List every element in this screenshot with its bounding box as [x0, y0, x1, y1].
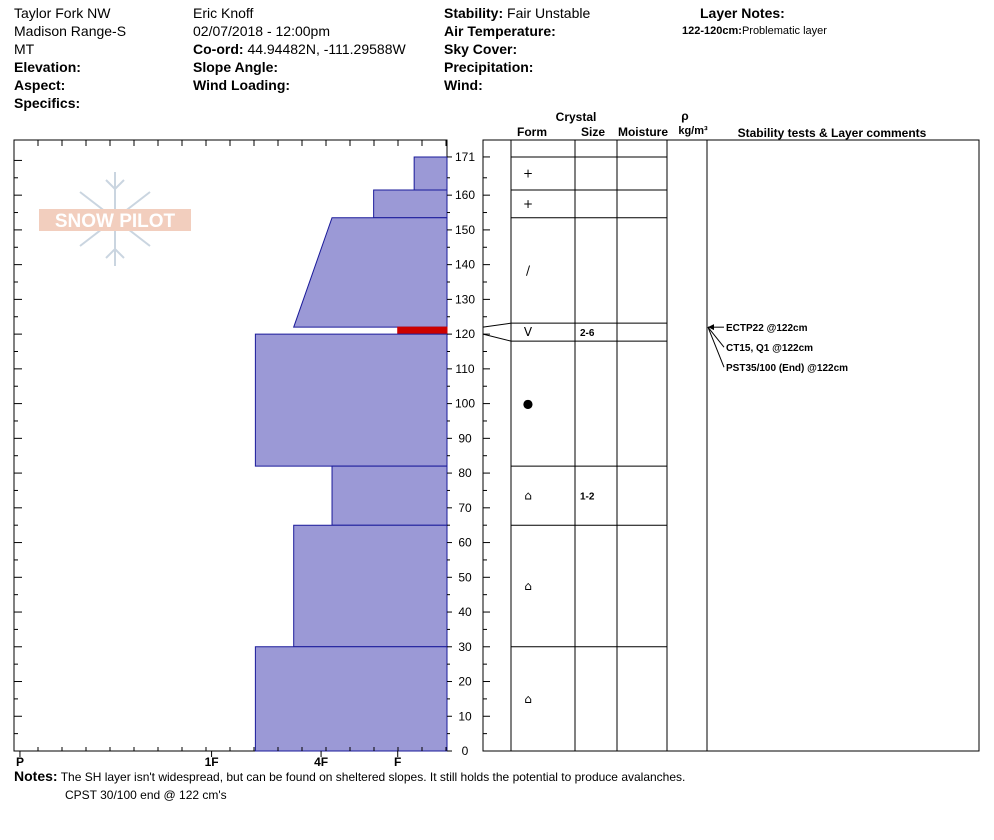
table-row-connector [482, 333, 512, 342]
stability-label: Stability: [444, 5, 504, 21]
form-header: Form [517, 125, 547, 139]
hardness-layer [373, 189, 448, 219]
elevation-label: Elevation: [14, 59, 81, 75]
stability-test-label: ECTP22 @122cm [726, 323, 808, 334]
moisture-header: Moisture [618, 125, 668, 139]
hardness-tick-label: F [394, 755, 401, 769]
range: Madison Range-S [14, 23, 127, 39]
stability-test-label: PST35/100 (End) @122cm [726, 363, 848, 374]
depth-tick-label: 100 [455, 397, 475, 411]
stability-test-arrow [708, 324, 714, 331]
depth-tick-label: 150 [455, 223, 475, 237]
specifics-label: Specifics: [14, 95, 81, 111]
table-row-connector [482, 322, 512, 328]
layer-notes-label: Layer Notes: [700, 5, 785, 21]
coord-value: 44.94482N, -111.29588W [247, 41, 406, 57]
hardness-tick-label: P [16, 755, 24, 769]
depth-tick-label: 50 [458, 570, 472, 584]
hardness-layer [397, 326, 448, 335]
notes-line-1: The SH layer isn't widespread, but can b… [60, 770, 686, 784]
grain-form-icon: ⌂ [524, 692, 532, 706]
wind-label: Wind: [444, 77, 483, 93]
grain-form-icon: ● [523, 397, 533, 411]
slope-label: Slope Angle: [193, 59, 279, 75]
stability-test-leader [707, 326, 725, 348]
depth-tick-label: 10 [458, 709, 472, 723]
crystal-header: Crystal [556, 110, 597, 124]
observer: Eric Knoff [193, 5, 254, 21]
aspect-label: Aspect: [14, 77, 66, 93]
hardness-layer [254, 333, 448, 467]
hardness-layer [254, 646, 448, 752]
hardness-layer [293, 524, 448, 648]
grain-form-icon: + [523, 197, 533, 211]
depth-tick-label: 130 [455, 292, 475, 306]
depth-tick-label: 60 [458, 536, 472, 550]
crystal-size: 2-6 [580, 328, 595, 339]
stability-test-leader [707, 326, 725, 368]
depth-tick-label: 120 [455, 327, 475, 341]
depth-tick-label: 30 [458, 640, 472, 654]
air-temp-label: Air Temperature: [444, 23, 556, 39]
depth-tick-label: 0 [462, 744, 469, 758]
depth-tick-label: 20 [458, 675, 472, 689]
grain-form-icon: / [526, 263, 531, 277]
depth-tick-label: 40 [458, 605, 472, 619]
depth-tick-label: 80 [458, 466, 472, 480]
header-layer-notes-title: Layer Notes: [700, 4, 785, 22]
stability-value: Fair Unstable [507, 5, 591, 21]
notes-label: Notes: [14, 768, 58, 784]
state: MT [14, 41, 35, 57]
wind-loading-label: Wind Loading: [193, 77, 291, 93]
depth-tick-label: 171 [455, 150, 475, 164]
depth-tick-label: 110 [455, 362, 474, 376]
depth-tick-label: 70 [458, 501, 472, 515]
layer-note-text: Problematic layer [741, 25, 827, 37]
hardness-tick-label: 1F [205, 755, 219, 769]
header-col-2: Eric Knoff 02/07/2018 - 12:00pm Co-ord: … [193, 4, 406, 94]
crystal-size: 1-2 [580, 492, 595, 503]
density-unit-header: kg/m³ [678, 125, 708, 137]
notes-line-2: CPST 30/100 end @ 122 cm's [65, 788, 227, 802]
depth-tick-label: 160 [455, 188, 475, 202]
stability-test-label: CT15, Q1 @122cm [726, 343, 813, 354]
logo-text: SNOW PILOT [55, 211, 176, 232]
grain-form-icon: + [523, 166, 533, 180]
hardness-layer [413, 156, 448, 191]
stability-header: Stability tests & Layer comments [738, 126, 927, 140]
grain-form-icon: ⌂ [524, 489, 532, 503]
header-col-3: Stability: Fair Unstable Air Temperature… [444, 4, 590, 94]
hardness-layer [292, 217, 448, 328]
precip-label: Precipitation: [444, 59, 534, 75]
grain-form-icon: ⌂ [524, 579, 532, 593]
size-header: Size [581, 125, 605, 139]
sky-cover-label: Sky Cover: [444, 41, 518, 57]
snowpilot-logo: SNOW PILOT [39, 172, 191, 266]
location: Taylor Fork NW [14, 5, 111, 21]
crystal-table-frame [482, 139, 980, 752]
rho-header: ρ [681, 109, 688, 123]
layer-note-range: 122-120cm: [682, 25, 742, 37]
hardness-layer [331, 465, 448, 526]
layer-note: 122-120cm:Problematic layer [682, 22, 827, 40]
coord-label: Co-ord: [193, 41, 244, 57]
header-col-1: Taylor Fork NW Madison Range-S MT Elevat… [14, 4, 126, 112]
hardness-tick-label: 4F [314, 755, 328, 769]
datetime: 02/07/2018 - 12:00pm [193, 23, 330, 39]
depth-tick-label: 140 [455, 258, 475, 272]
depth-tick-label: 90 [458, 431, 472, 445]
grain-form-icon: V [524, 325, 533, 339]
notes: Notes: The SH layer isn't widespread, bu… [14, 767, 685, 804]
